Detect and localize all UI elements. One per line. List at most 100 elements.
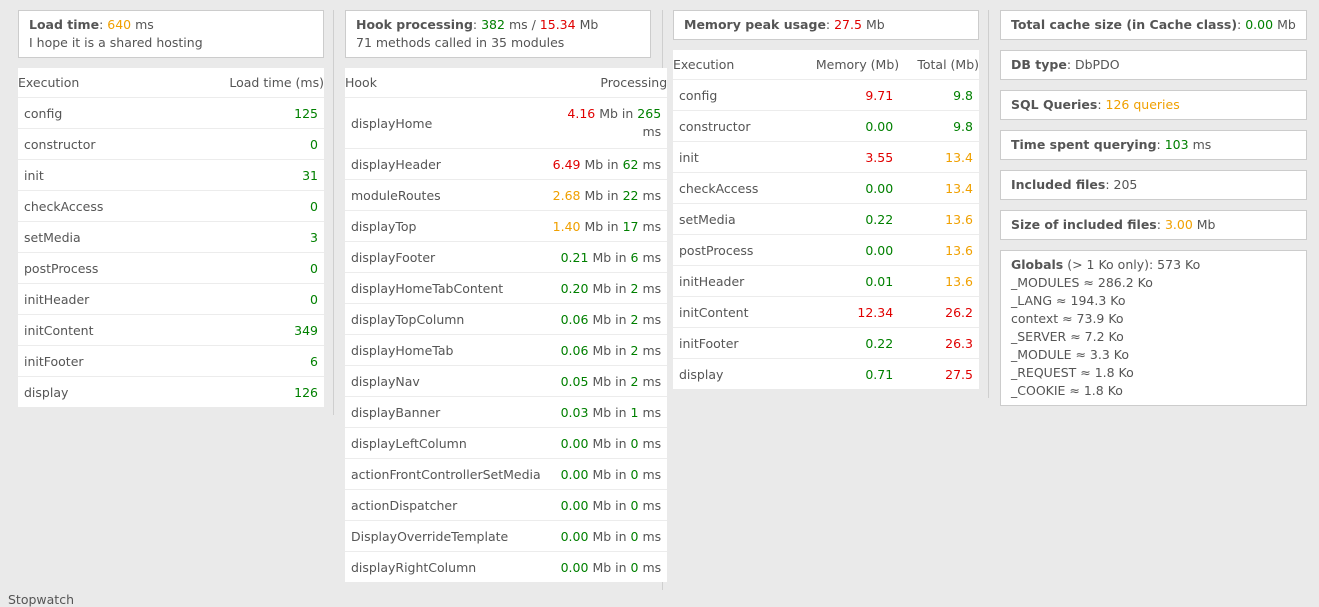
memory-cell: 3.55 <box>791 141 900 173</box>
memory-cell: 9.71 <box>791 79 900 111</box>
load-time-cell: 125 <box>168 97 324 129</box>
hook-ms-value: 0 <box>630 559 639 575</box>
table-row: displayRightColumn 0.00 Mb in 0 ms <box>345 551 668 582</box>
hook-ms-value: 62 <box>622 156 639 172</box>
total-memory-cell: 13.4 <box>899 172 979 204</box>
hook-mem-value: 0.06 <box>560 342 589 358</box>
hook-ms-value: 17 <box>622 218 639 234</box>
execution-name: config <box>673 79 792 111</box>
table-row: displayNav 0.05 Mb in 2 ms <box>345 365 668 397</box>
column-separator <box>333 10 334 415</box>
memory-cell: 0.22 <box>791 203 900 235</box>
hook-ms-unit: ms <box>642 528 662 544</box>
globals-label: Globals <box>1011 257 1064 272</box>
execution-name: setMedia <box>18 221 169 253</box>
globals-item: _LANG ≈ 194.3 Ko <box>1011 293 1126 308</box>
hook-ms-unit: ms <box>642 124 662 139</box>
stopwatch-label: Stopwatch <box>8 592 74 607</box>
total-memory-cell: 13.4 <box>899 141 979 173</box>
hook-mb-sep: Mb in <box>592 559 627 575</box>
hook-ms-unit: ms <box>642 466 662 482</box>
hook-mem-value: 0.05 <box>560 373 589 389</box>
hook-processing-cell: 0.03 Mb in 1 ms <box>546 396 668 428</box>
globals-box: Globals (> 1 Ko only): 573 Ko _MODULES ≈… <box>1000 250 1307 406</box>
execution-name: init <box>673 141 792 173</box>
hook-mb-sep: Mb in <box>592 466 627 482</box>
hook-mem-value: 0.00 <box>560 528 589 544</box>
cache-size-unit: Mb <box>1277 17 1296 32</box>
execution-name: postProcess <box>673 234 792 266</box>
table-row: moduleRoutes 2.68 Mb in 22 ms <box>345 179 668 211</box>
hook-mem-value: 0.06 <box>560 311 589 327</box>
sql-queries-value: 126 queries <box>1105 97 1180 112</box>
included-files-size-label: Size of included files <box>1011 217 1157 232</box>
hook-mem-value: 0.20 <box>560 280 589 296</box>
load-time-cell: 6 <box>168 345 324 377</box>
hook-mb-sep: Mb in <box>599 106 634 121</box>
memory-peak-unit: Mb <box>865 17 885 32</box>
execution-name: initContent <box>18 314 169 346</box>
hook-name: displayHome <box>345 97 547 149</box>
table-row: displayHomeTabContent 0.20 Mb in 2 ms <box>345 272 668 304</box>
hook-processing-cell: 0.06 Mb in 2 ms <box>546 334 668 366</box>
hook-name: displayNav <box>345 365 547 397</box>
table-row: initContent 12.34 26.2 <box>673 296 979 328</box>
hook-mem-value: 0.00 <box>560 497 589 513</box>
hook-ms-value: 0 <box>630 528 639 544</box>
globals-item: context ≈ 73.9 Ko <box>1011 311 1124 326</box>
memory-cell: 0.00 <box>791 234 900 266</box>
db-type-value: DbPDO <box>1075 57 1120 72</box>
table-row: postProcess 0 <box>18 252 324 284</box>
total-memory-cell: 26.3 <box>899 327 979 359</box>
execution-name: initContent <box>673 296 792 328</box>
globals-list: _MODULES ≈ 286.2 Ko _LANG ≈ 194.3 Ko conte… <box>1011 274 1296 400</box>
table-row: setMedia 0.22 13.6 <box>673 203 979 235</box>
hook-processing-cell: 2.68 Mb in 22 ms <box>546 179 668 211</box>
table-row: initHeader 0 <box>18 283 324 315</box>
hook-ms-value: 265 <box>637 106 662 121</box>
included-files-value: 205 <box>1113 177 1138 192</box>
hook-ms-unit: ms <box>642 404 662 420</box>
table-row: actionDispatcher 0.00 Mb in 0 ms <box>345 489 668 521</box>
included-files-size-value: 3.00 <box>1164 217 1193 232</box>
execution-name: postProcess <box>18 252 169 284</box>
hook-ms-unit: ms <box>642 280 662 296</box>
hook-name: actionFrontControllerSetMedia <box>345 458 547 490</box>
table-row: initFooter 6 <box>18 345 324 377</box>
execution-name: initHeader <box>18 283 169 315</box>
column-header-memory: Memory (Mb) <box>815 57 900 72</box>
hook-processing-cell: 0.00 Mb in 0 ms <box>546 458 668 490</box>
load-time-box: Load time: 640 ms I hope it is a shared … <box>18 10 324 58</box>
hook-mb-sep: Mb in <box>592 280 627 296</box>
hook-mb-sep: Mb in <box>584 218 619 234</box>
total-memory-cell: 27.5 <box>899 358 979 389</box>
hook-processing-cell: 4.16 Mb in 265 ms <box>546 97 668 149</box>
hook-mem-value: 0.00 <box>560 559 589 575</box>
hook-ms-unit: ms <box>642 435 662 451</box>
execution-name: initHeader <box>673 265 792 297</box>
table-row: constructor 0.00 9.8 <box>673 110 979 142</box>
hook-mb-sep: Mb in <box>584 156 619 172</box>
included-files-box: Included files: 205 <box>1000 170 1307 200</box>
hook-processing-box: Hook processing: 382 ms / 15.34 Mb 71 me… <box>345 10 651 58</box>
db-type-label: DB type <box>1011 57 1067 72</box>
execution-name: checkAccess <box>673 172 792 204</box>
table-row: displayTop 1.40 Mb in 17 ms <box>345 210 668 242</box>
execution-name: constructor <box>673 110 792 142</box>
hook-mem-value: 6.49 <box>552 156 581 172</box>
cache-size-label: Total cache size (in Cache class) <box>1011 17 1238 32</box>
table-row: displayLeftColumn 0.00 Mb in 0 ms <box>345 427 668 459</box>
execution-name: init <box>18 159 169 191</box>
hook-processing-cell: 0.21 Mb in 6 ms <box>546 241 668 273</box>
load-time-unit: ms <box>135 17 154 32</box>
load-time-cell: 0 <box>168 190 324 222</box>
hook-ms-unit: ms <box>642 249 662 265</box>
memory-cell: 0.00 <box>791 172 900 204</box>
memory-cell: 0.71 <box>791 358 900 389</box>
table-row: postProcess 0.00 13.6 <box>673 234 979 266</box>
execution-name: config <box>18 97 169 129</box>
hook-processing-cell: 0.00 Mb in 0 ms <box>546 520 668 552</box>
hook-ms-value: 1 <box>630 404 639 420</box>
globals-item: _MODULES ≈ 286.2 Ko <box>1011 275 1153 290</box>
hook-name: displayRightColumn <box>345 551 547 582</box>
